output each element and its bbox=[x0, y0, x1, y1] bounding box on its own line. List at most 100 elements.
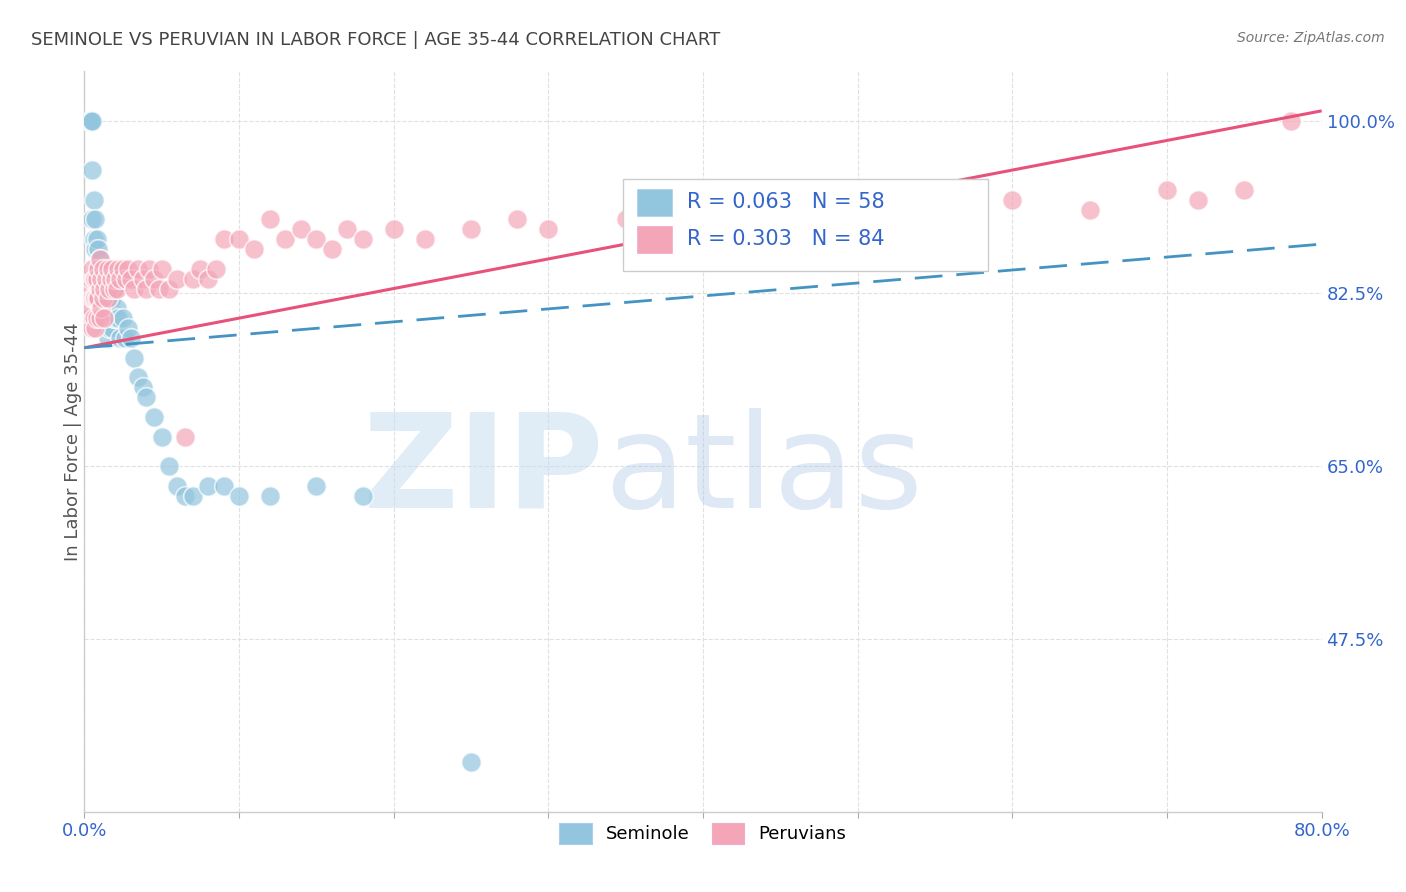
Point bbox=[100, 301, 122, 316]
Point bbox=[103, 281, 125, 295]
Point bbox=[924, 212, 946, 227]
Point bbox=[79, 301, 101, 316]
Point bbox=[86, 292, 108, 306]
Point bbox=[692, 202, 714, 217]
Point bbox=[143, 409, 166, 424]
Point bbox=[107, 261, 129, 276]
Point bbox=[305, 232, 328, 246]
Point bbox=[159, 281, 180, 295]
Text: R = 0.303   N = 84: R = 0.303 N = 84 bbox=[688, 229, 884, 250]
Point bbox=[135, 281, 157, 295]
Legend: Seminole, Peruvians: Seminole, Peruvians bbox=[553, 815, 853, 851]
Point bbox=[174, 489, 197, 503]
Point bbox=[98, 281, 121, 295]
Point bbox=[86, 232, 108, 246]
Point bbox=[86, 311, 108, 326]
Point bbox=[104, 281, 127, 295]
FancyBboxPatch shape bbox=[637, 226, 672, 252]
Point bbox=[274, 232, 297, 246]
Point bbox=[76, 292, 98, 306]
Point bbox=[83, 292, 105, 306]
Point bbox=[82, 163, 104, 178]
Point bbox=[143, 271, 166, 285]
Point bbox=[93, 311, 115, 326]
Point bbox=[93, 311, 115, 326]
Point bbox=[77, 281, 100, 295]
Point bbox=[1187, 193, 1209, 207]
Point bbox=[104, 271, 127, 285]
Point bbox=[181, 489, 204, 503]
Point bbox=[114, 331, 136, 345]
Point bbox=[96, 271, 118, 285]
Point bbox=[93, 281, 115, 295]
Point bbox=[259, 489, 281, 503]
Point bbox=[352, 489, 374, 503]
Point bbox=[1001, 193, 1024, 207]
Point bbox=[290, 222, 312, 236]
Point bbox=[84, 271, 107, 285]
Text: atlas: atlas bbox=[605, 408, 922, 534]
Point bbox=[259, 212, 281, 227]
Point bbox=[87, 292, 110, 306]
Point bbox=[115, 271, 138, 285]
Point bbox=[79, 113, 101, 128]
Point bbox=[87, 242, 110, 256]
Point bbox=[112, 261, 135, 276]
Point bbox=[460, 222, 482, 236]
Y-axis label: In Labor Force | Age 35-44: In Labor Force | Age 35-44 bbox=[65, 322, 82, 561]
Point bbox=[96, 292, 118, 306]
Point bbox=[135, 390, 157, 404]
Point bbox=[1078, 202, 1101, 217]
Point bbox=[90, 301, 112, 316]
Point bbox=[413, 232, 436, 246]
Point bbox=[127, 261, 149, 276]
Point bbox=[122, 351, 145, 365]
Point bbox=[89, 311, 111, 326]
Point bbox=[321, 242, 343, 256]
Text: Source: ZipAtlas.com: Source: ZipAtlas.com bbox=[1237, 31, 1385, 45]
Point bbox=[205, 261, 228, 276]
Point bbox=[150, 261, 173, 276]
Point bbox=[96, 261, 118, 276]
Point bbox=[1156, 183, 1178, 197]
Point bbox=[98, 292, 121, 306]
Point bbox=[105, 281, 128, 295]
Point bbox=[82, 113, 104, 128]
Point bbox=[94, 281, 117, 295]
Point bbox=[94, 311, 117, 326]
Point bbox=[166, 479, 188, 493]
Point bbox=[243, 242, 266, 256]
Point bbox=[93, 281, 115, 295]
Point bbox=[91, 261, 114, 276]
Point bbox=[77, 113, 100, 128]
Point bbox=[82, 321, 104, 335]
Point bbox=[82, 261, 104, 276]
Point bbox=[89, 311, 111, 326]
Point bbox=[100, 271, 122, 285]
Point bbox=[89, 281, 111, 295]
Point bbox=[79, 113, 101, 128]
FancyBboxPatch shape bbox=[637, 189, 672, 216]
Point bbox=[82, 292, 104, 306]
Text: ZIP: ZIP bbox=[363, 408, 605, 534]
Point bbox=[1233, 183, 1256, 197]
Point bbox=[83, 271, 105, 285]
Point bbox=[96, 292, 118, 306]
Point bbox=[506, 212, 529, 227]
Point bbox=[83, 232, 105, 246]
Point bbox=[148, 281, 170, 295]
Point bbox=[77, 311, 100, 326]
Point bbox=[89, 252, 111, 266]
Point bbox=[108, 271, 131, 285]
Point bbox=[101, 292, 124, 306]
Point bbox=[96, 331, 118, 345]
Point bbox=[87, 271, 110, 285]
Point bbox=[228, 232, 250, 246]
Point bbox=[101, 321, 124, 335]
Point bbox=[382, 222, 405, 236]
Point bbox=[89, 252, 111, 266]
FancyBboxPatch shape bbox=[623, 178, 987, 271]
Point bbox=[101, 261, 124, 276]
Point bbox=[107, 311, 129, 326]
Point bbox=[86, 261, 108, 276]
